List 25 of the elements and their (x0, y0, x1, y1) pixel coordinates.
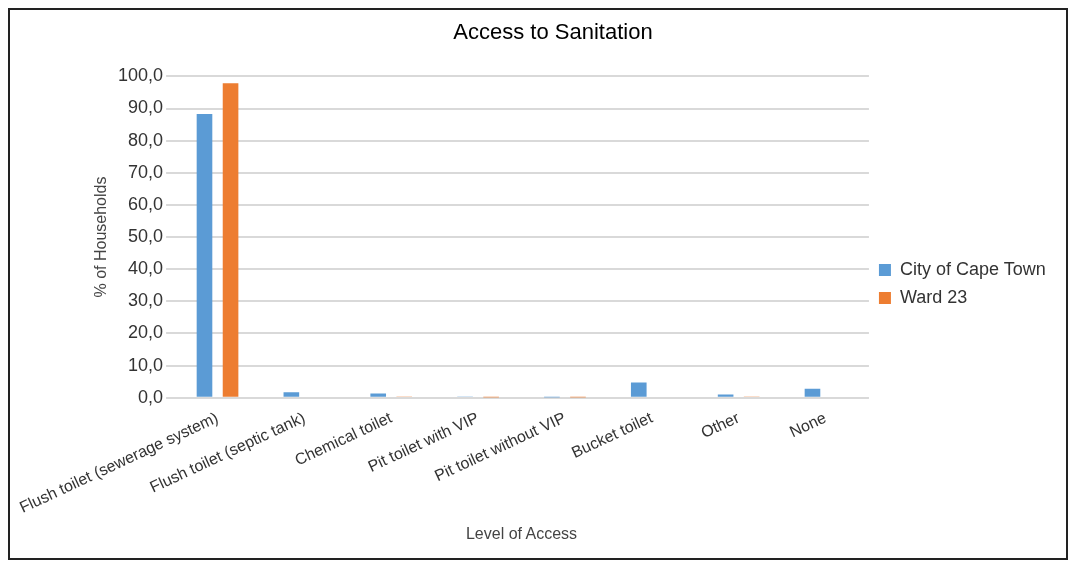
y-tick-label: 50,0 (128, 226, 164, 247)
legend-label: City of Cape Town (899, 258, 1046, 279)
bar (222, 83, 239, 397)
y-tick-label: 90,0 (128, 97, 164, 118)
y-tick-label: 40,0 (128, 258, 164, 279)
bar (370, 393, 387, 397)
y-tick-label: 20,0 (128, 322, 164, 343)
y-tick-label: 30,0 (128, 290, 164, 311)
x-tick-label: None (786, 408, 829, 441)
legend-label: Ward 23 (899, 286, 968, 307)
bar (717, 394, 734, 397)
y-tick-label: 0,0 (138, 386, 164, 407)
x-tick-label: Other (698, 408, 743, 442)
y-tick-label: 60,0 (128, 193, 164, 214)
y-tick-label: 70,0 (128, 161, 164, 182)
x-axis-title: Level of Access (465, 524, 578, 542)
bar (630, 382, 647, 397)
y-axis-title: % of Households (91, 176, 109, 298)
bar (804, 388, 821, 397)
y-tick-label: 80,0 (128, 129, 164, 150)
bar (196, 113, 213, 397)
bar (283, 392, 300, 397)
chart-title: Access to Sanitation (453, 19, 653, 45)
y-tick-label: 100,0 (118, 65, 164, 86)
y-tick-label: 10,0 (128, 354, 164, 375)
